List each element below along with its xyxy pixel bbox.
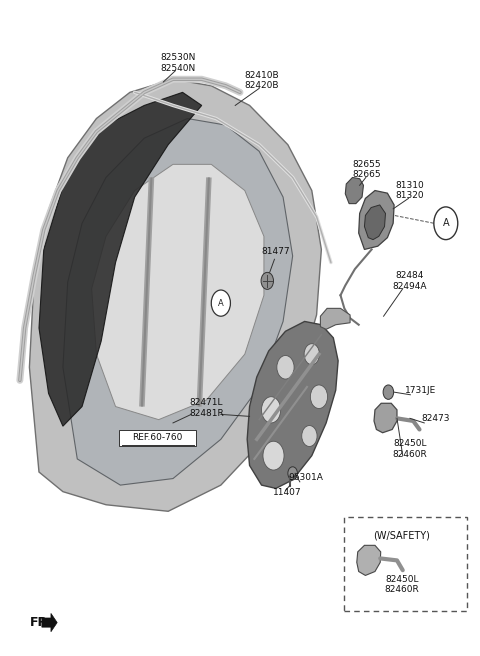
Polygon shape [39, 92, 202, 426]
Circle shape [263, 441, 284, 470]
Bar [120, 430, 196, 446]
Polygon shape [345, 177, 363, 203]
Text: 96301A: 96301A [288, 473, 324, 482]
Circle shape [261, 272, 274, 289]
Polygon shape [29, 79, 322, 511]
Text: (W/SAFETY): (W/SAFETY) [373, 531, 430, 541]
Polygon shape [364, 205, 385, 239]
Text: 82473: 82473 [421, 414, 450, 423]
Text: 82450L
82460R: 82450L 82460R [384, 575, 419, 594]
Polygon shape [357, 545, 381, 575]
Polygon shape [374, 403, 397, 433]
Polygon shape [92, 165, 264, 420]
Text: FR.: FR. [30, 616, 53, 629]
Circle shape [288, 467, 298, 480]
Circle shape [302, 426, 317, 447]
Circle shape [304, 344, 320, 365]
Text: A: A [443, 218, 449, 228]
Text: A: A [218, 298, 224, 308]
Text: 82471L
82481R: 82471L 82481R [189, 398, 224, 418]
Polygon shape [359, 190, 394, 249]
Circle shape [211, 290, 230, 316]
Polygon shape [42, 613, 57, 632]
Polygon shape [247, 321, 338, 488]
Circle shape [262, 397, 281, 423]
Text: 81310
81320: 81310 81320 [396, 181, 424, 200]
Text: REF.60-760: REF.60-760 [132, 434, 183, 443]
Bar [344, 516, 468, 611]
Text: 82530N
82540N: 82530N 82540N [160, 53, 195, 73]
Text: 82484
82494A: 82484 82494A [393, 271, 427, 291]
Circle shape [311, 385, 327, 409]
Text: 82450L
82460R: 82450L 82460R [393, 440, 427, 459]
Circle shape [434, 207, 458, 239]
Polygon shape [63, 119, 293, 485]
Text: 81477: 81477 [262, 247, 290, 256]
Circle shape [277, 356, 294, 379]
Text: 11407: 11407 [273, 489, 301, 497]
Text: 82655
82665: 82655 82665 [352, 160, 381, 179]
Polygon shape [321, 308, 350, 329]
Text: 1731JE: 1731JE [405, 386, 436, 395]
Circle shape [383, 385, 394, 400]
Text: 82410B
82420B: 82410B 82420B [244, 71, 279, 91]
